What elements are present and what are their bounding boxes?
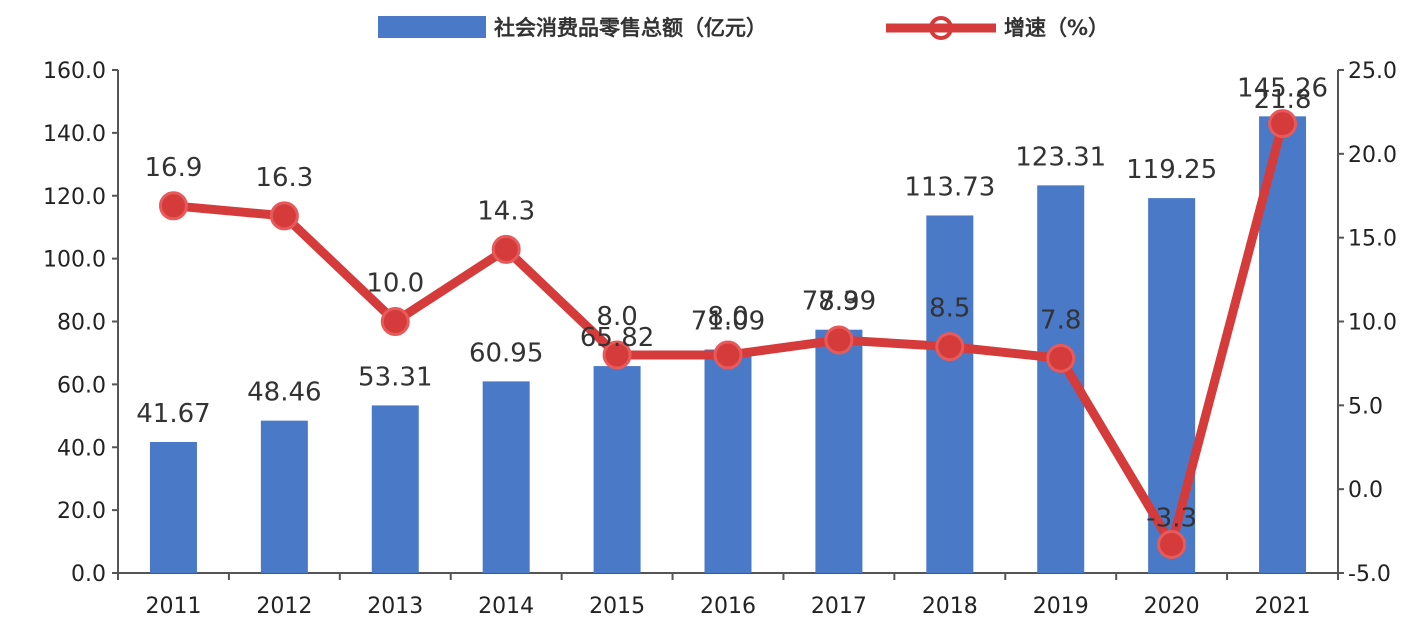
left-tick-label: 40.0: [57, 436, 106, 461]
right-tick-label: -5.0: [1348, 562, 1391, 587]
legend-line-marker: [929, 16, 953, 40]
line-value-label: 16.9: [145, 153, 203, 183]
bar: [593, 366, 641, 573]
bar-value-label: 119.25: [1126, 155, 1217, 185]
bar: [482, 381, 530, 573]
bar-value-label: 77.39: [802, 287, 876, 317]
legend-bar-label: 社会消费品零售总额（亿元）: [493, 16, 767, 40]
bar: [926, 215, 974, 574]
line-point: [602, 340, 632, 370]
legend: 社会消费品零售总额（亿元） 增速（%）: [378, 16, 1109, 40]
left-tick-label: 100.0: [43, 248, 106, 273]
line-point: [1046, 343, 1076, 373]
line-point: [491, 234, 521, 264]
line-point: [380, 307, 410, 336]
bar-value-label: 71.09: [691, 307, 765, 337]
line-value-label: 8.5: [929, 294, 970, 324]
line-value-label: 7.8: [1040, 305, 1081, 335]
x-tick-label: 2016: [700, 594, 756, 619]
right-tick-label: 25.0: [1348, 59, 1397, 84]
line-value-label: 8.9: [818, 287, 859, 317]
line-point: [1157, 529, 1187, 559]
right-tick-label: 20.0: [1348, 143, 1397, 168]
x-tick-label: 2017: [811, 594, 867, 619]
line-value-label: -3.3: [1146, 503, 1197, 533]
legend-line-label: 增速（%）: [1004, 16, 1109, 40]
line-point: [1268, 109, 1298, 139]
left-tick-label: 120.0: [43, 185, 106, 210]
bar-value-label: 41.67: [136, 399, 210, 429]
x-tick-label: 2018: [922, 594, 978, 619]
line-point: [935, 332, 965, 362]
line-point: [713, 340, 743, 370]
axes: 0.0 20.0 40.0 60.0 80.0 100.0 120.0 140.0 160.0 -…: [43, 59, 1397, 619]
x-tick-label: 2011: [145, 594, 201, 619]
bar: [260, 420, 308, 573]
bar: [371, 405, 419, 573]
line-value-label: 14.3: [477, 196, 535, 226]
line-value-label: 8.0: [707, 302, 748, 332]
bar: [704, 349, 752, 573]
bar-value-label: 123.31: [1015, 142, 1106, 172]
left-tick-label: 80.0: [57, 311, 106, 336]
x-tick-label: 2021: [1255, 594, 1311, 619]
x-tick-label: 2019: [1033, 594, 1089, 619]
line-point: [158, 191, 188, 221]
right-tick-label: 15.0: [1348, 227, 1397, 252]
bar-value-label: 65.82: [580, 323, 654, 353]
x-tick-label: 2012: [256, 594, 312, 619]
x-tick-label: 2014: [478, 594, 534, 619]
x-tick-label: 2020: [1144, 594, 1200, 619]
bar: [815, 329, 863, 573]
data-labels: 41.67 48.46 53.31 60.95 65.82 71.09 77.39 113.7…: [136, 73, 1328, 533]
left-tick-label: 60.0: [57, 373, 106, 398]
left-tick-label: 160.0: [43, 59, 106, 84]
line-value-label: 10.0: [366, 269, 424, 299]
right-tick-label: 5.0: [1348, 394, 1383, 419]
x-tick-label: 2013: [367, 594, 423, 619]
line-point: [269, 201, 299, 231]
line-value-label: 8.0: [596, 302, 637, 332]
line-series: [158, 109, 1298, 559]
bar-value-label: 53.31: [358, 362, 432, 392]
left-tick-label: 20.0: [57, 499, 106, 524]
bar: [149, 441, 197, 573]
bar-value-label: 60.95: [469, 338, 543, 368]
right-tick-label: 10.0: [1348, 311, 1397, 336]
bar-value-label: 48.46: [247, 378, 321, 408]
left-tick-label: 140.0: [43, 122, 106, 147]
left-tick-label: 0.0: [71, 562, 106, 587]
bar-value-label: 113.73: [904, 172, 995, 202]
line-value-label: 16.3: [255, 163, 313, 193]
bar-value-label: 145.26: [1237, 73, 1328, 103]
right-tick-label: 0.0: [1348, 478, 1383, 503]
x-tick-label: 2015: [589, 594, 645, 619]
legend-bar-swatch: [378, 16, 486, 38]
line-point: [824, 325, 854, 355]
line-value-label: 21.8: [1254, 85, 1312, 115]
